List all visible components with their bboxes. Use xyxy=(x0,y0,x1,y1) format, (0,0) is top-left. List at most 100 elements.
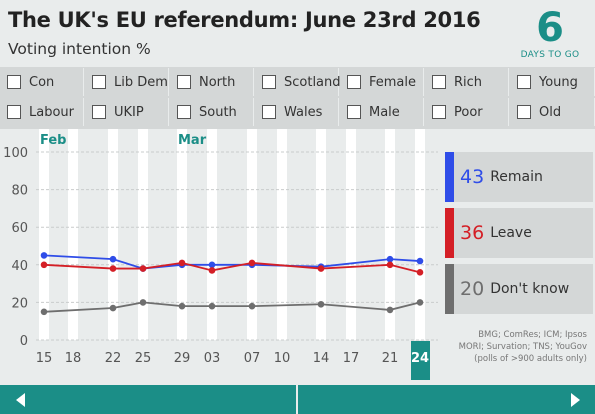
y-tick-label: 40 xyxy=(11,259,28,274)
filter-ukip[interactable]: UKIP xyxy=(85,98,169,126)
data-point xyxy=(40,308,48,316)
legend-label: Don't know xyxy=(490,281,570,297)
page-subtitle: Voting intention % xyxy=(8,40,151,58)
data-point xyxy=(208,261,216,269)
countdown-label: DAYS TO GO xyxy=(520,50,580,60)
month-label: Feb xyxy=(40,133,66,148)
filter-label: South xyxy=(199,104,237,120)
next-button[interactable] xyxy=(555,385,595,414)
data-point xyxy=(248,259,256,267)
data-point xyxy=(208,267,216,274)
filter-south[interactable]: South xyxy=(170,98,254,126)
checkbox-icon xyxy=(347,75,361,89)
x-tick-label: 17 xyxy=(343,351,360,366)
legend-label: Leave xyxy=(490,225,532,241)
page-title: The UK's EU referendum: June 23rd 2016 xyxy=(8,8,481,32)
checkbox-icon xyxy=(432,105,446,119)
filter-lib-dem[interactable]: Lib Dem xyxy=(85,68,169,96)
filter-label: Scotland xyxy=(284,74,341,90)
filter-male[interactable]: Male xyxy=(340,98,424,126)
filter-label: Old xyxy=(539,104,562,120)
checkbox-icon xyxy=(517,75,531,89)
data-point xyxy=(109,255,117,263)
previous-button[interactable] xyxy=(0,385,40,414)
filter-rich[interactable]: Rich xyxy=(425,68,509,96)
plot-area xyxy=(36,150,438,340)
data-point xyxy=(416,299,424,306)
x-tick-label: 03 xyxy=(204,351,221,366)
week-stripe xyxy=(108,129,118,340)
filter-labour[interactable]: Labour xyxy=(0,98,84,126)
week-stripe xyxy=(138,129,148,340)
week-stripe xyxy=(316,129,326,340)
filter-label: Wales xyxy=(284,104,323,120)
filter-label: Female xyxy=(369,74,417,90)
week-stripe xyxy=(177,129,187,340)
x-tick-label: 18 xyxy=(65,351,82,366)
legend-swatch xyxy=(445,152,454,202)
y-tick-label: 0 xyxy=(20,334,28,349)
countdown-number: 6 xyxy=(536,5,564,51)
legend-item-leave[interactable]: 36 Leave xyxy=(445,208,593,258)
filter-con[interactable]: Con xyxy=(0,68,84,96)
nav-divider xyxy=(296,385,298,414)
data-point xyxy=(416,257,424,265)
arrow-right-icon xyxy=(570,392,580,407)
month-label: Mar xyxy=(178,133,207,148)
legend-value: 43 xyxy=(460,166,485,188)
source-note: BMG; ComRes; ICM; Ipsos MORI; Survation;… xyxy=(458,330,587,364)
checkbox-icon xyxy=(177,105,191,119)
data-point xyxy=(139,299,147,306)
filter-label: Poor xyxy=(454,104,483,120)
week-stripe xyxy=(385,129,395,340)
x-tick-label: 14 xyxy=(313,351,330,366)
checkbox-icon xyxy=(177,75,191,89)
filter-north[interactable]: North xyxy=(170,68,254,96)
week-stripe xyxy=(207,129,217,340)
week-stripe xyxy=(247,129,257,340)
data-point xyxy=(386,306,394,314)
data-point xyxy=(139,265,147,272)
data-point xyxy=(317,265,325,272)
x-tick-label: 07 xyxy=(244,351,261,366)
legend-value: 36 xyxy=(460,222,485,244)
y-tick-label: 80 xyxy=(11,184,28,199)
checkbox-icon xyxy=(92,75,106,89)
checkbox-icon xyxy=(92,105,106,119)
x-tick-label: 29 xyxy=(174,351,191,366)
checkbox-icon xyxy=(262,105,276,119)
filter-label: Young xyxy=(539,74,578,90)
filter-panel: Con Lib Dem North Scotland Female Rich Young La… xyxy=(0,67,595,129)
data-point xyxy=(317,300,325,308)
y-tick-label: 100 xyxy=(3,146,28,161)
filter-female[interactable]: Female xyxy=(340,68,424,96)
filter-old[interactable]: Old xyxy=(510,98,595,126)
checkbox-icon xyxy=(517,105,531,119)
filter-poor[interactable]: Poor xyxy=(425,98,509,126)
y-tick-label: 20 xyxy=(11,296,28,311)
week-stripe xyxy=(346,129,356,340)
checkbox-icon xyxy=(432,75,446,89)
legend-item-remain[interactable]: 43 Remain xyxy=(445,152,593,202)
filter-label: Male xyxy=(369,104,400,120)
data-point xyxy=(178,302,186,310)
week-stripe xyxy=(68,129,78,340)
x-tick-label: 10 xyxy=(274,351,291,366)
legend-item-don-t-know[interactable]: 20 Don't know xyxy=(445,264,593,314)
data-point xyxy=(248,302,256,310)
data-point xyxy=(178,259,186,267)
filter-wales[interactable]: Wales xyxy=(255,98,339,126)
arrow-left-icon xyxy=(15,392,25,407)
data-point xyxy=(109,265,117,272)
highlight-marker xyxy=(411,341,430,380)
filter-young[interactable]: Young xyxy=(510,68,595,96)
filter-scotland[interactable]: Scotland xyxy=(255,68,341,96)
week-stripe xyxy=(39,129,49,340)
x-tick-label: 24 xyxy=(411,351,429,366)
data-point xyxy=(386,255,394,263)
data-point xyxy=(40,261,48,269)
legend-swatch xyxy=(445,208,454,258)
data-point xyxy=(386,261,394,269)
week-stripe xyxy=(415,129,425,340)
countdown: 6 DAYS TO GO xyxy=(515,6,585,60)
